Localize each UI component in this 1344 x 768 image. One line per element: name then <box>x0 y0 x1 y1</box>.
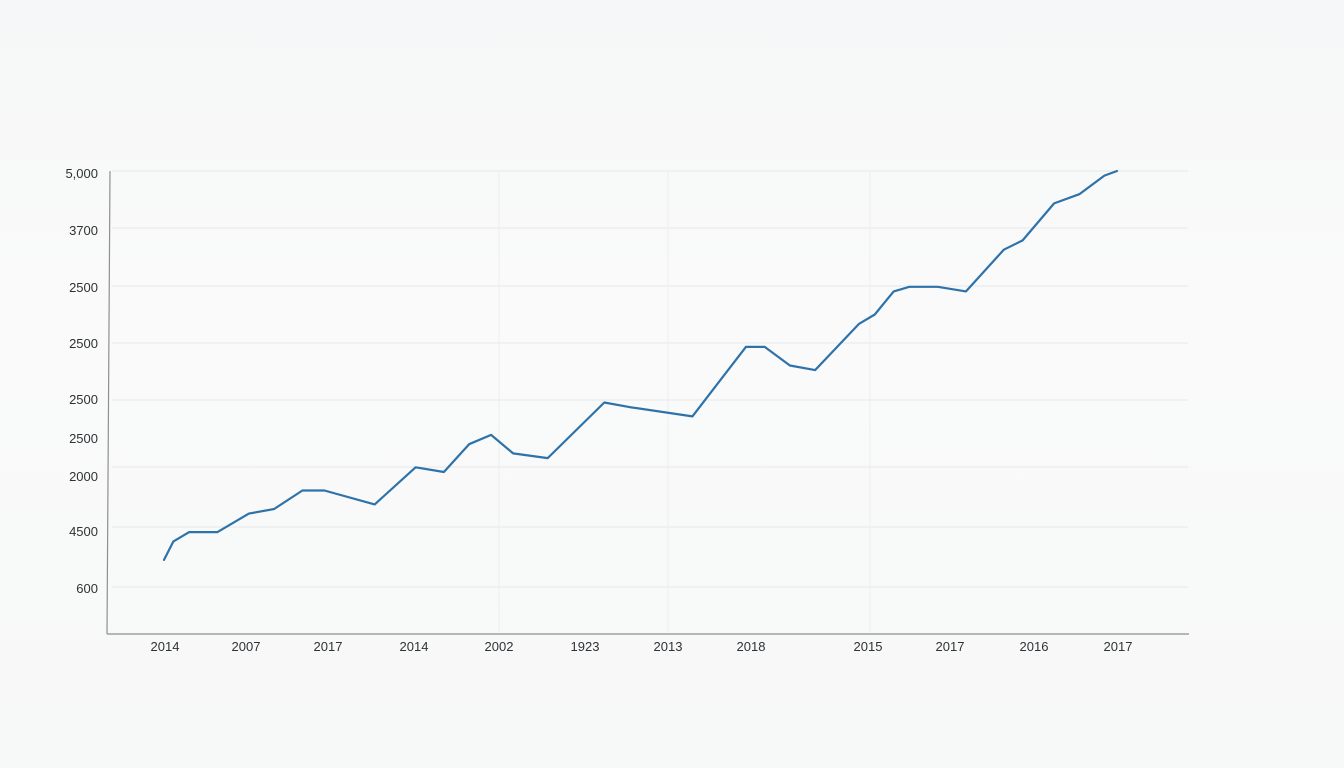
axes <box>106 170 1189 635</box>
y-axis-line <box>106 170 111 635</box>
y-tick-label: 5,000 <box>65 166 98 181</box>
y-tick-label: 4500 <box>69 524 98 539</box>
series-line <box>162 169 1119 561</box>
x-tick-label: 2017 <box>1104 639 1133 654</box>
y-tick-label: 2500 <box>69 336 98 351</box>
y-axis-ticks: 5,000 3700 2500 2500 2500 2500 2000 4500 600 <box>65 166 98 596</box>
x-tick-label: 1923 <box>571 639 600 654</box>
y-tick-label: 2500 <box>69 280 98 295</box>
x-tick-label: 2017 <box>314 639 343 654</box>
x-tick-label: 2016 <box>1020 639 1049 654</box>
x-tick-label: 2014 <box>151 639 180 654</box>
x-tick-label: 2014 <box>400 639 429 654</box>
x-axis-ticks: 2014 2007 2017 2014 2002 1923 2013 2018 2015 2017… <box>151 639 1133 654</box>
x-tick-label: 2018 <box>737 639 766 654</box>
x-tick-label: 2007 <box>232 639 261 654</box>
series-group <box>162 169 1119 561</box>
y-tick-label: 2000 <box>69 469 98 484</box>
x-tick-label: 2015 <box>854 639 883 654</box>
y-tick-label: 2500 <box>69 392 98 407</box>
x-tick-label: 2002 <box>485 639 514 654</box>
gridlines <box>112 170 1188 632</box>
x-tick-label: 2013 <box>654 639 683 654</box>
x-tick-label: 2017 <box>936 639 965 654</box>
y-tick-label: 2500 <box>69 431 98 446</box>
y-tick-label: 3700 <box>69 223 98 238</box>
y-tick-label: 600 <box>76 581 98 596</box>
